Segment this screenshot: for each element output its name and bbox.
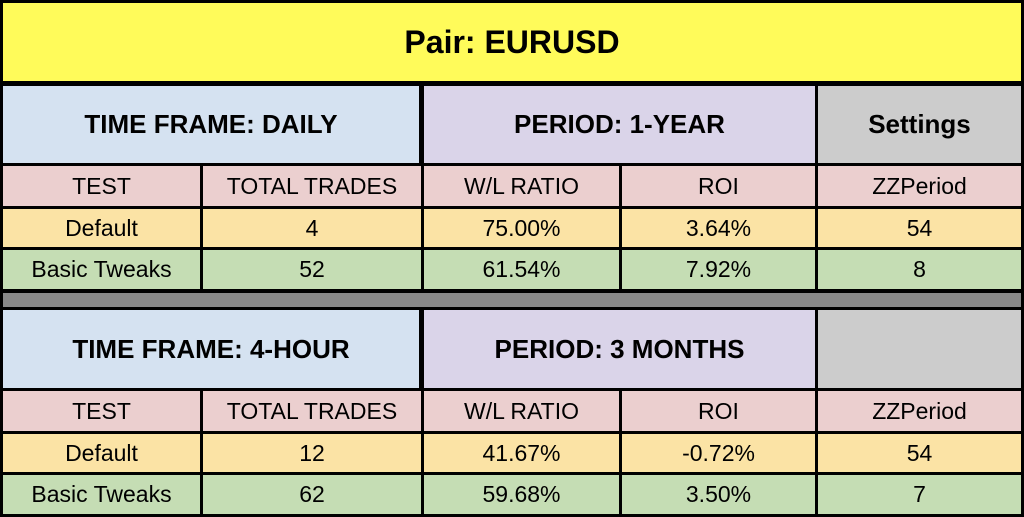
table-cell: -0.72% <box>622 434 815 472</box>
table-cell: 41.67% <box>424 434 619 472</box>
table-cell: 3.50% <box>622 475 815 514</box>
table-cell: 62 <box>203 475 421 514</box>
table-cell: 59.68% <box>424 475 619 514</box>
column-header-total-trades: TOTAL TRADES <box>203 391 421 431</box>
table-cell: 75.00% <box>424 209 619 247</box>
table-cell: 61.54% <box>424 250 619 289</box>
table-cell: 7 <box>818 475 1021 514</box>
table-cell: 3.64% <box>622 209 815 247</box>
period-header: PERIOD: 1-YEAR <box>424 86 815 163</box>
settings-header: Settings <box>818 86 1021 163</box>
pair-title: Pair: EURUSD <box>3 3 1021 81</box>
column-header-zzperiod: ZZPeriod <box>818 166 1021 206</box>
table-cell: Default <box>3 434 200 472</box>
table-cell: 54 <box>818 209 1021 247</box>
table-cell: Basic Tweaks <box>3 475 200 514</box>
table-cell: 54 <box>818 434 1021 472</box>
settings-header-empty <box>818 310 1021 388</box>
section-separator <box>3 293 1021 307</box>
period-header: PERIOD: 3 MONTHS <box>424 310 815 388</box>
column-header-total-trades: TOTAL TRADES <box>203 166 421 206</box>
table-cell: 12 <box>203 434 421 472</box>
time-frame-header: TIME FRAME: DAILY <box>3 86 419 163</box>
column-header-wl-ratio: W/L RATIO <box>424 391 619 431</box>
table-cell: Basic Tweaks <box>3 250 200 289</box>
table-cell: 52 <box>203 250 421 289</box>
column-header-wl-ratio: W/L RATIO <box>424 166 619 206</box>
table-cell: Default <box>3 209 200 247</box>
column-header-test: TEST <box>3 391 200 431</box>
column-header-roi: ROI <box>622 391 815 431</box>
column-header-zzperiod: ZZPeriod <box>818 391 1021 431</box>
table-cell: 4 <box>203 209 421 247</box>
table-cell: 7.92% <box>622 250 815 289</box>
column-header-roi: ROI <box>622 166 815 206</box>
table-cell: 8 <box>818 250 1021 289</box>
column-header-test: TEST <box>3 166 200 206</box>
time-frame-header: TIME FRAME: 4-HOUR <box>3 310 419 388</box>
